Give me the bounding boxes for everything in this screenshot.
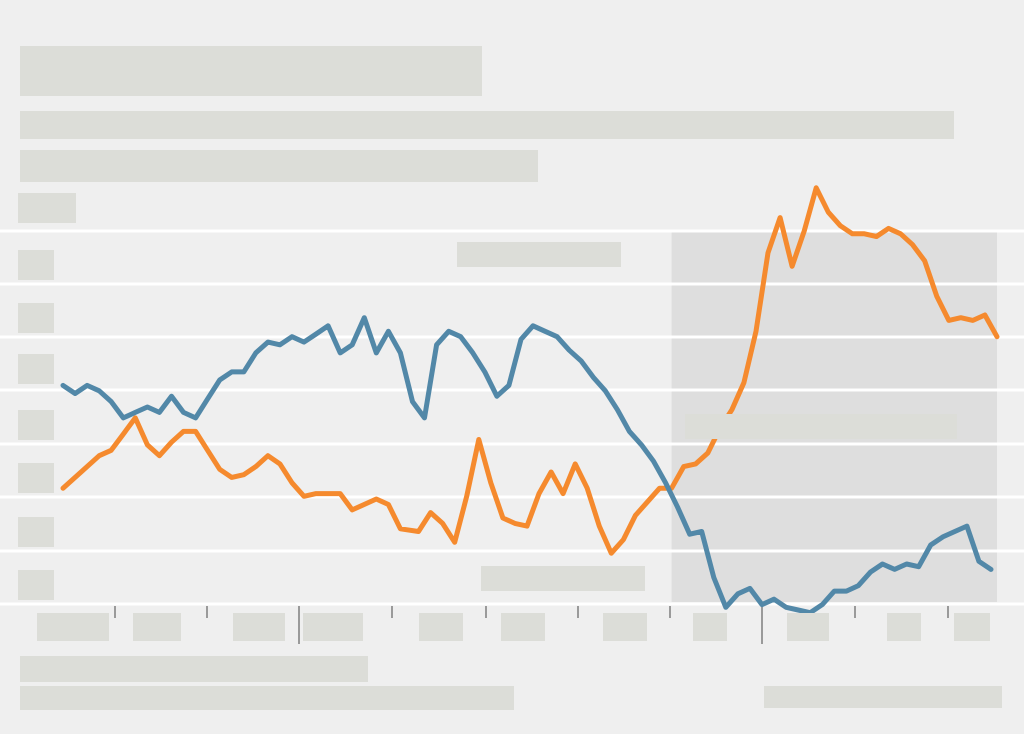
redacted-annotation	[457, 242, 621, 267]
redacted-x-tick-label	[37, 613, 109, 641]
redacted-x-tick-label	[954, 613, 990, 641]
redacted-y-unit-label	[18, 193, 76, 223]
redacted-x-tick-label	[887, 613, 921, 641]
redacted-x-tick-label	[501, 613, 545, 641]
redacted-x-tick-label	[133, 613, 181, 641]
redacted-credit	[764, 686, 1002, 708]
redacted-title	[20, 46, 482, 96]
redacted-subtitle-line-2	[20, 150, 538, 182]
redacted-y-tick-label	[18, 354, 54, 384]
x-axis-ticks	[114, 606, 949, 644]
redacted-x-tick-label	[233, 613, 285, 641]
redacted-x-tick-label	[787, 613, 829, 641]
redacted-x-tick-label	[303, 613, 363, 641]
redacted-annotation	[685, 414, 957, 439]
redacted-y-tick-label	[18, 570, 54, 600]
redacted-subtitle-line-1	[20, 111, 954, 139]
redacted-y-tick-label	[18, 463, 54, 493]
redacted-y-tick-label	[18, 250, 54, 280]
redacted-x-tick-label	[603, 613, 647, 641]
series-lines	[60, 185, 1000, 616]
redacted-x-tick-label	[419, 613, 463, 641]
gridlines	[0, 229, 1024, 606]
redacted-footnote	[20, 656, 368, 682]
redacted-x-tick-label	[693, 613, 727, 641]
redacted-y-tick-label	[18, 303, 54, 333]
redacted-y-tick-label	[18, 517, 54, 547]
series-line-blue	[60, 315, 994, 616]
series-line-orange	[60, 185, 1000, 556]
redacted-annotation	[481, 566, 645, 591]
redacted-source	[20, 686, 514, 710]
redacted-y-tick-label	[18, 410, 54, 440]
